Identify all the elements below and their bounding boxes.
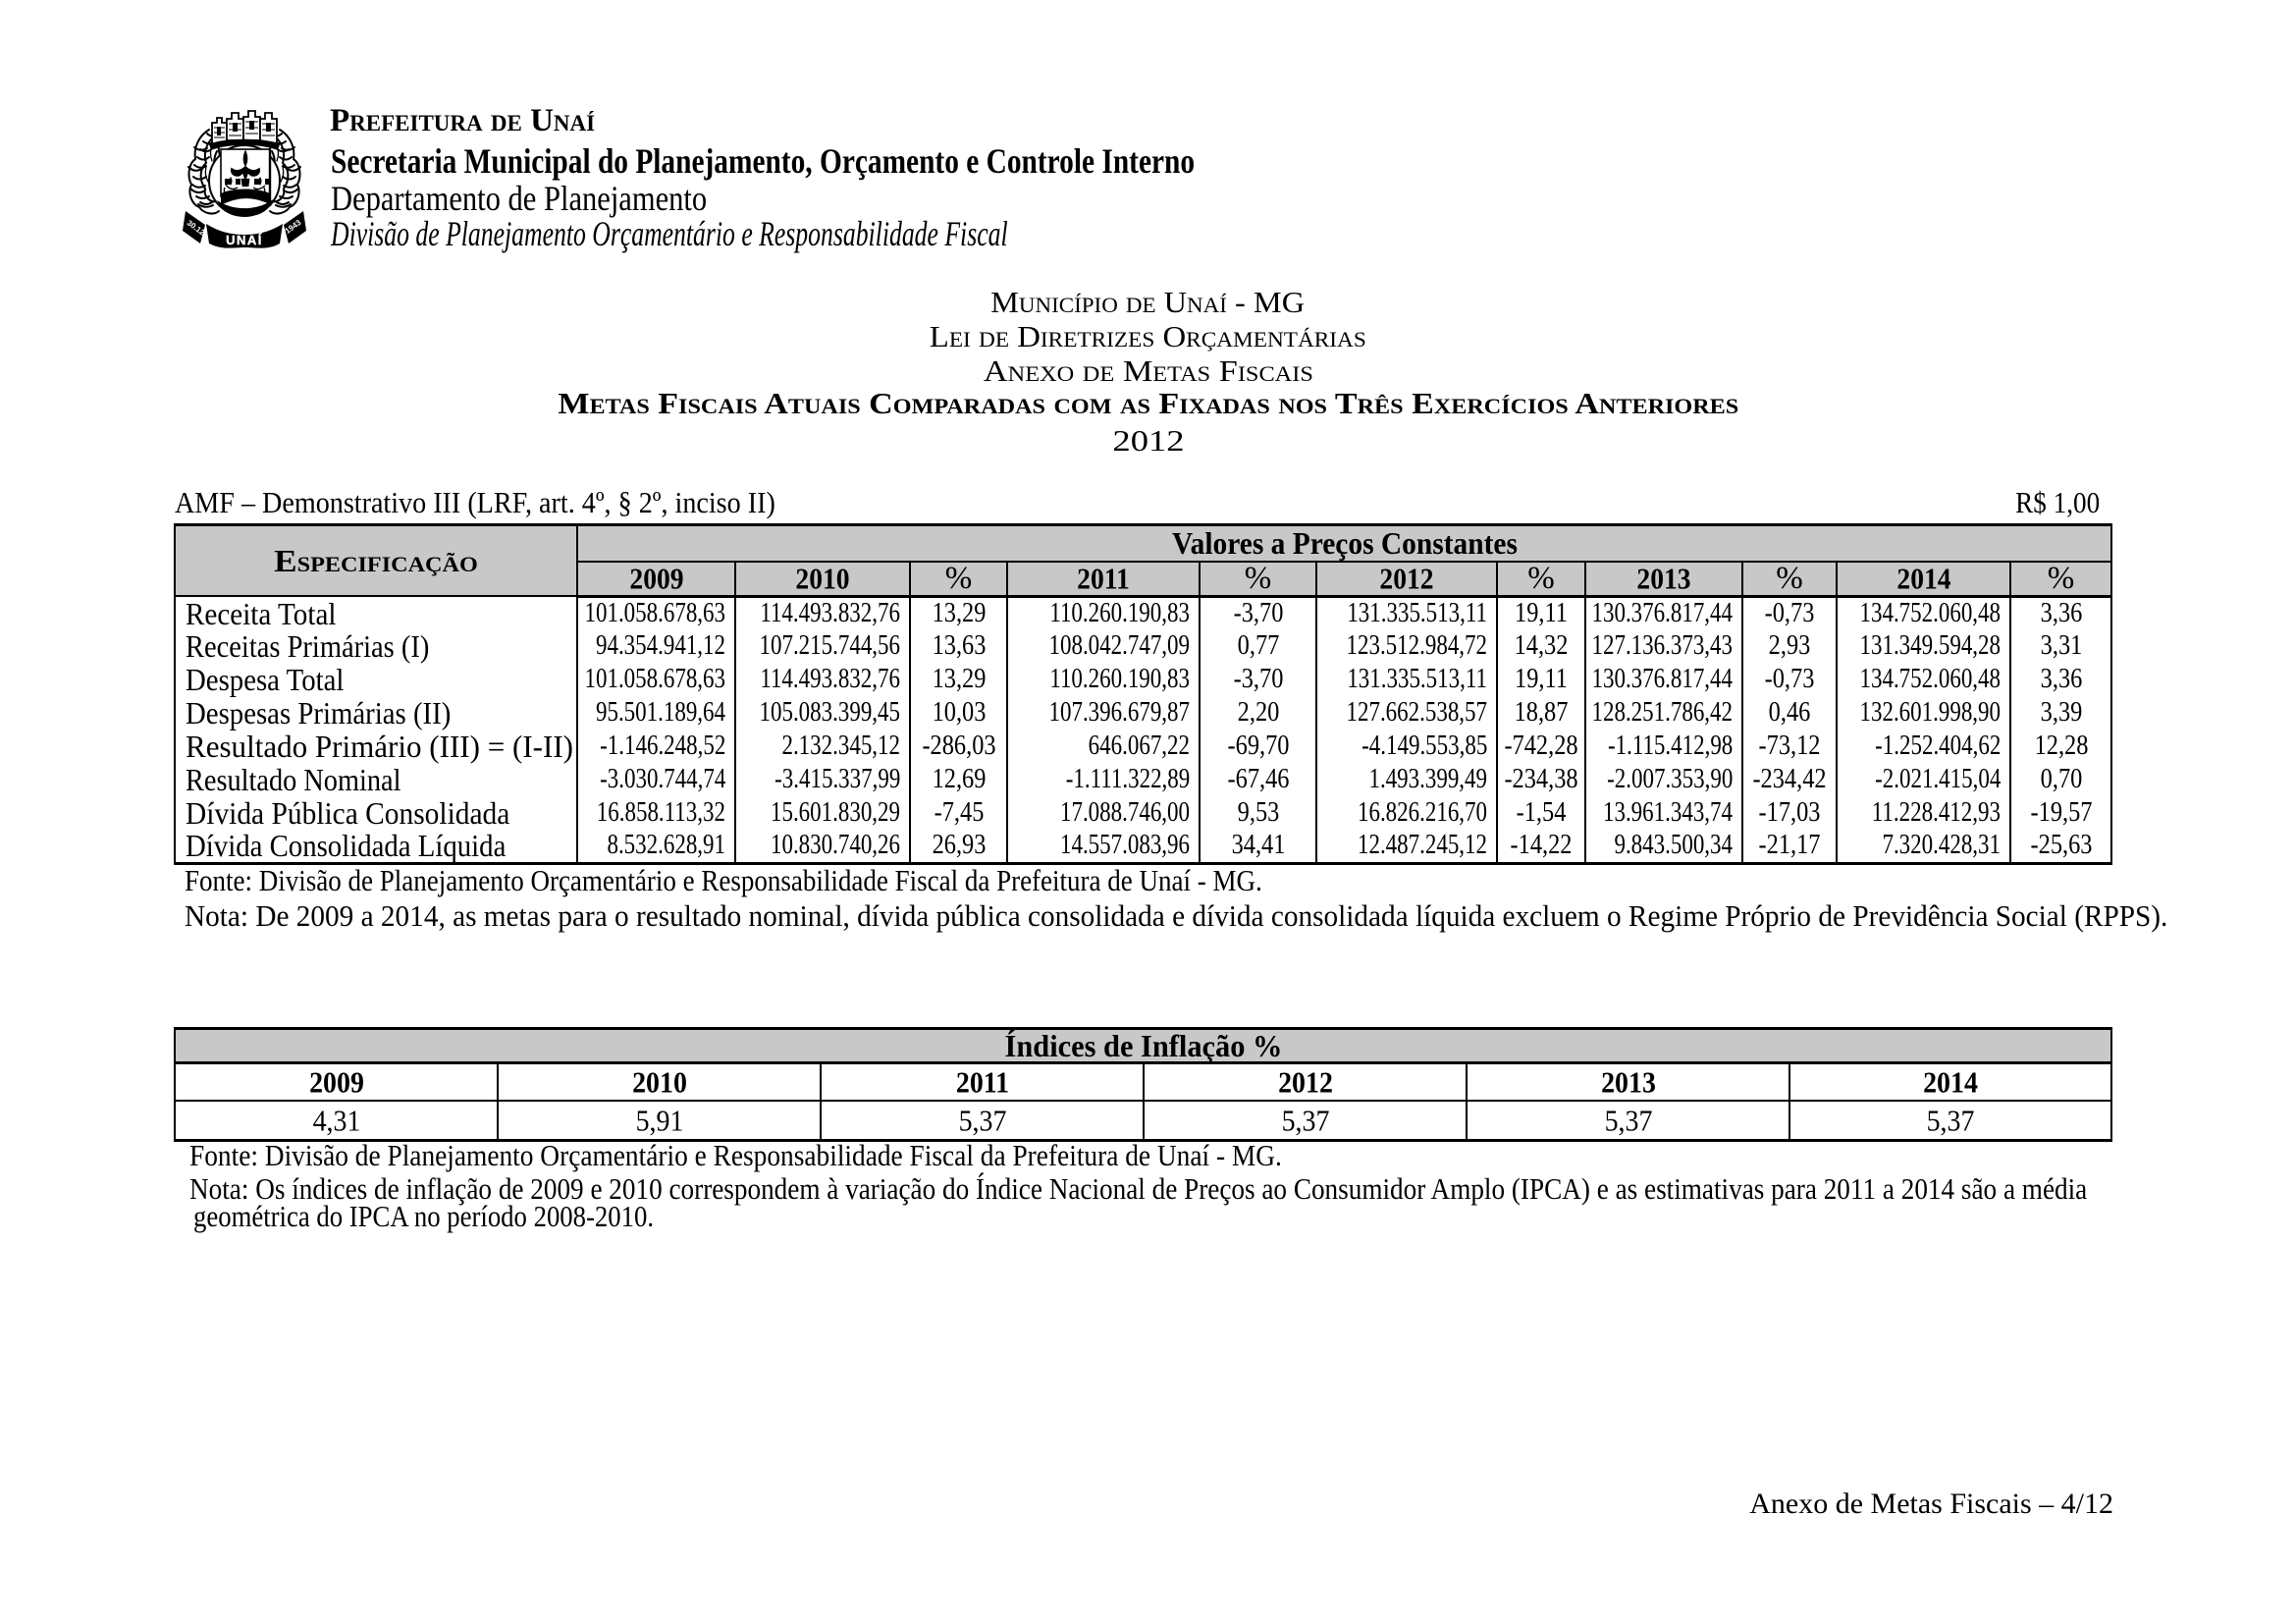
svg-text:UNAÍ: UNAÍ <box>226 233 263 247</box>
